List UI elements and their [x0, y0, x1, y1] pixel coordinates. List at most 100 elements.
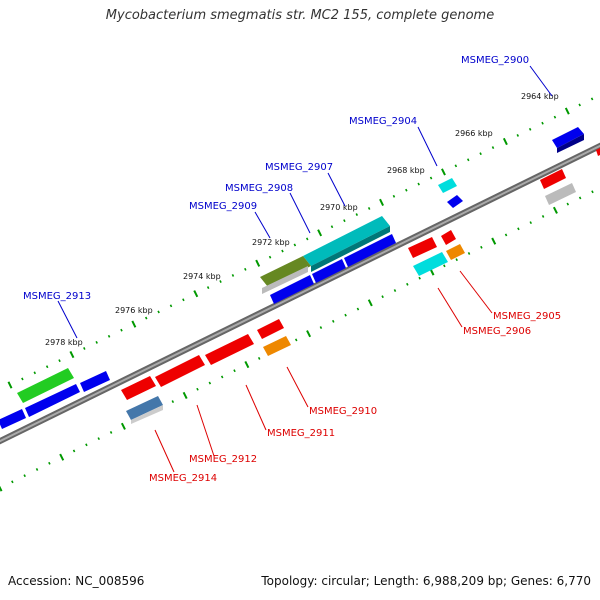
outer-tick-row [7, 97, 594, 389]
major-tick [491, 237, 497, 245]
minor-tick [45, 365, 49, 369]
minor-tick [330, 225, 334, 229]
leader-lines [57, 65, 553, 473]
gene-shade [131, 405, 163, 424]
major-tick [69, 350, 75, 359]
gene-label: MSMEG_2914 [149, 473, 217, 484]
minor-tick [392, 194, 396, 198]
minor-tick [208, 381, 212, 385]
gene[interactable] [408, 237, 437, 258]
gene[interactable] [80, 371, 110, 392]
minor-tick [529, 221, 533, 225]
minor-tick [417, 182, 420, 186]
minor-tick [504, 233, 508, 237]
minor-tick [33, 371, 37, 375]
minor-tick [491, 146, 495, 150]
minor-tick [169, 304, 173, 308]
gene-msmeg-2904[interactable] [438, 178, 457, 193]
scale-label: 2966 kbp [455, 129, 493, 138]
minor-tick [58, 359, 61, 363]
minor-tick [319, 326, 323, 329]
minor-tick [344, 313, 347, 317]
minor-tick [294, 338, 298, 342]
gene-msmeg-2914[interactable] [126, 396, 163, 420]
plus-strand-genes [0, 127, 584, 429]
gene-small[interactable] [447, 195, 463, 208]
gene-msmeg-2905[interactable] [446, 244, 465, 260]
major-tick [193, 290, 199, 298]
scale-label: 2968 kbp [387, 166, 425, 175]
gene-msmeg-2910[interactable] [263, 336, 291, 356]
minor-tick [196, 387, 199, 391]
minor-tick [48, 461, 51, 465]
minor-tick [11, 480, 14, 484]
major-tick [255, 259, 261, 267]
minor-tick [454, 164, 458, 168]
gene-shadow [311, 226, 390, 272]
minor-tick [144, 316, 148, 320]
minor-tick [356, 307, 360, 311]
gene-label: MSMEG_2907 [265, 162, 333, 173]
scale-labels: 2964 kbp 2966 kbp 2968 kbp 2970 kbp 2972… [45, 92, 559, 347]
minor-tick [120, 328, 123, 332]
minor-tick [455, 258, 458, 262]
gene-msmeg-2912[interactable] [155, 355, 205, 387]
inner-tick-row [0, 190, 594, 492]
minor-tick [95, 340, 98, 344]
major-tick [120, 422, 126, 430]
gene-msmeg-2908[interactable] [260, 256, 311, 287]
major-tick [552, 206, 558, 214]
major-tick [441, 168, 446, 176]
gene-label: MSMEG_2906 [463, 326, 531, 337]
minor-tick [553, 115, 557, 119]
gene[interactable] [344, 234, 396, 267]
genome-summary: Topology: circular; Length: 6,988,209 bp… [261, 574, 591, 588]
gene-label: MSMEG_2910 [309, 406, 377, 417]
minor-tick [479, 152, 482, 156]
major-tick [306, 330, 312, 338]
gene[interactable] [121, 376, 156, 400]
minor-tick [107, 334, 111, 338]
minor-tick [443, 264, 446, 268]
major-tick [7, 381, 13, 389]
gene[interactable] [25, 384, 80, 417]
gene-msmeg-2907[interactable] [303, 216, 390, 266]
gene-label: MSMEG_2913 [23, 291, 91, 302]
scale-label: 2976 kbp [115, 306, 153, 315]
minor-tick [355, 213, 359, 216]
minor-tick [231, 273, 235, 277]
minor-tick [293, 243, 297, 247]
minor-tick [281, 249, 284, 253]
minor-tick [517, 227, 520, 231]
major-tick [367, 299, 373, 307]
gene-shade [545, 183, 576, 205]
gene[interactable] [257, 319, 284, 339]
gene[interactable] [596, 147, 600, 156]
minor-tick [541, 121, 544, 125]
gene[interactable] [312, 259, 346, 283]
major-tick [0, 485, 3, 492]
minor-tick [541, 215, 545, 218]
gene-msmeg-2900[interactable] [552, 127, 584, 148]
gene[interactable] [540, 169, 566, 189]
gene-msmeg-2911[interactable] [205, 334, 254, 365]
gene-msmeg-2909[interactable] [270, 275, 314, 304]
minor-tick [233, 369, 236, 373]
major-tick [564, 107, 570, 115]
minor-tick [590, 97, 594, 101]
minor-tick [393, 289, 397, 292]
scale-label: 2970 kbp [320, 203, 358, 212]
minor-tick [406, 282, 409, 286]
minor-tick [97, 437, 100, 441]
major-tick [59, 453, 65, 461]
minor-tick [171, 400, 175, 404]
minor-tick [566, 202, 570, 206]
minor-tick [343, 219, 346, 223]
minor-tick [219, 280, 222, 283]
major-tick [182, 391, 188, 400]
gene-msmeg-2913[interactable] [17, 368, 74, 403]
gene[interactable] [0, 409, 26, 429]
gene[interactable] [441, 230, 456, 245]
gene-msmeg-2906[interactable] [413, 252, 448, 276]
